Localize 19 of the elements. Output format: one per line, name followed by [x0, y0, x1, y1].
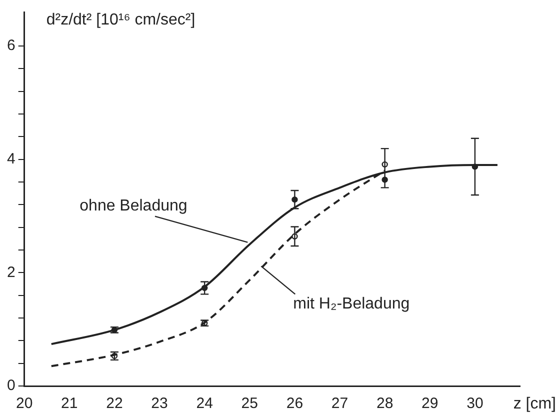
x-tick-label: 26 — [286, 395, 304, 412]
x-tick-label: 27 — [331, 395, 348, 412]
y-tick-label: 0 — [7, 377, 16, 394]
x-axis-title: z [cm] — [513, 395, 556, 412]
y-tick-label: 2 — [7, 264, 16, 281]
x-tick-label: 29 — [422, 395, 438, 412]
annotation: ohne Beladung — [80, 198, 188, 215]
y-axis-title: d²z/dt² [10¹⁶ cm/sec²] — [46, 11, 196, 28]
x-tick-label: 22 — [106, 395, 123, 412]
y-tick-label: 4 — [7, 150, 16, 168]
x-tick-label: 25 — [241, 395, 258, 412]
y-tick-label: 6 — [7, 37, 16, 54]
x-tick-label: 30 — [466, 395, 484, 412]
x-tick-label: 23 — [151, 395, 168, 412]
x-tick-label: 21 — [61, 395, 78, 412]
x-tick-label: 20 — [16, 395, 33, 412]
annotation: mit H₂-Beladung — [293, 296, 410, 313]
x-tick-label: 28 — [376, 395, 394, 412]
x-tick-label: 24 — [196, 395, 213, 412]
